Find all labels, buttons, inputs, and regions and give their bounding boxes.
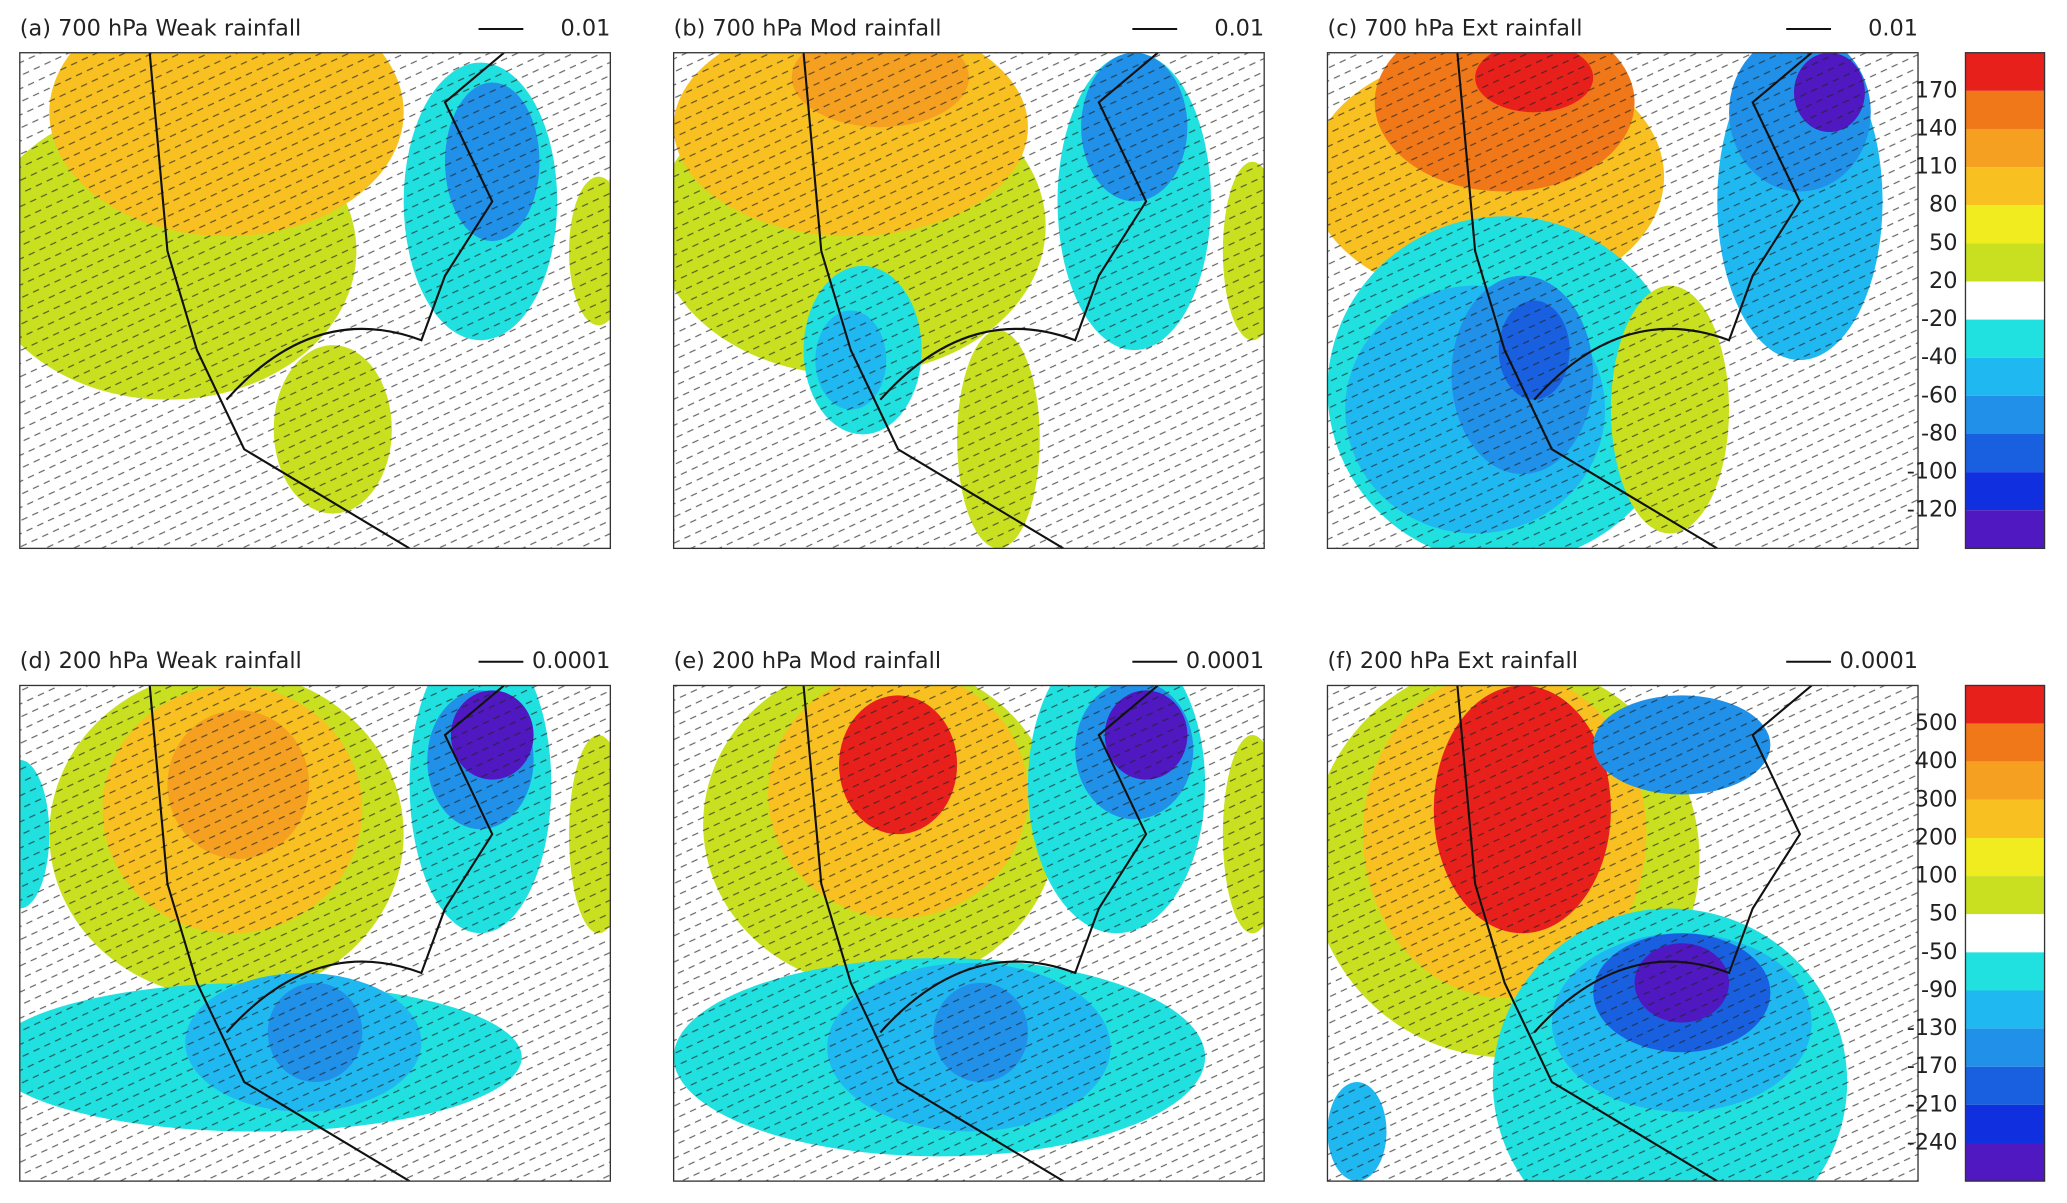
colorbar-swatch <box>1965 472 2045 511</box>
panel: (f) 200 hPa Ext rainfall 0.0001 <box>1326 648 1919 1182</box>
colorbar-label: -60 <box>1921 382 1958 408</box>
colorbar-label: -170 <box>1907 1053 1958 1079</box>
colorbar-label: 140 <box>1915 115 1958 141</box>
colorbar-swatch <box>1965 837 2045 877</box>
colorbar-label: -100 <box>1907 459 1958 485</box>
colorbar-label: 200 <box>1915 824 1958 850</box>
colorbar-swatch <box>1965 52 2045 91</box>
panel-border <box>1326 684 1919 1182</box>
colorbar-label: -120 <box>1907 497 1958 523</box>
colorbar-swatch <box>1965 990 2045 1029</box>
panel: (d) 200 hPa Weak rainfall 0.0001 <box>19 648 612 1182</box>
panel-title: (d) 200 hPa Weak rainfall <box>20 648 302 674</box>
coastline <box>1456 685 1813 1182</box>
colorbar-label: 500 <box>1915 710 1958 736</box>
colorbar-swatch <box>1965 1104 2045 1143</box>
map <box>19 52 611 549</box>
colorbar-label: -130 <box>1907 1015 1958 1041</box>
colorbar-swatch <box>1965 799 2045 838</box>
colorbar-swatch <box>1965 1066 2045 1105</box>
colorbar-swatch <box>1965 395 2045 434</box>
reference-vector-label: 0.0001 <box>532 648 610 674</box>
wind-vectors <box>1327 685 1919 1182</box>
panel: (c) 700 hPa Ext rainfall 0.01 <box>1326 16 1919 550</box>
colorbar-label: 170 <box>1915 77 1958 103</box>
colorbar-swatch <box>1965 357 2045 396</box>
panel-title: (e) 200 hPa Mod rainfall <box>674 648 941 674</box>
panel-title: (f) 200 hPa Ext rainfall <box>1327 648 1578 674</box>
map <box>673 685 1265 1182</box>
coastline <box>148 685 505 1182</box>
wind-vectors <box>19 685 611 1182</box>
colorbar-label: -240 <box>1907 1129 1958 1155</box>
wind-vectors <box>19 52 611 549</box>
colorbar-label: 50 <box>1929 901 1958 927</box>
colorbar: 170 140 110 80 50 20 -20 -40 -60 -80 -100 -120 <box>1907 52 2046 550</box>
colorbar-swatch <box>1965 761 2045 800</box>
panel-border <box>672 684 1265 1182</box>
panel-border <box>1326 52 1919 550</box>
colorbar-label: 110 <box>1915 154 1958 180</box>
colorbar-swatch <box>1965 167 2045 206</box>
map <box>673 52 1265 549</box>
map <box>19 685 611 1182</box>
colorbar-swatch <box>1965 281 2045 320</box>
colorbar-label: -40 <box>1921 344 1958 370</box>
colorbar-label: 50 <box>1929 230 1958 256</box>
colorbar-swatch <box>1965 433 2045 473</box>
colorbar-label: -20 <box>1921 306 1958 332</box>
colorbar-label: 400 <box>1915 748 1958 774</box>
coastline <box>802 685 1159 1182</box>
reference-vector-label: 0.01 <box>1868 16 1918 42</box>
panel-border <box>19 684 612 1182</box>
colorbar-swatch <box>1965 1142 2045 1182</box>
colorbar-label: -50 <box>1921 939 1958 965</box>
wind-vectors <box>673 52 1265 549</box>
panel-title: (b) 700 hPa Mod rainfall <box>674 16 942 42</box>
panel: (a) 700 hPa Weak rainfall 0.01 <box>19 16 612 550</box>
colorbar-swatch <box>1965 723 2045 762</box>
colorbar-label: 300 <box>1915 786 1958 812</box>
colorbar-swatch <box>1965 952 2045 991</box>
coastline <box>1456 52 1813 549</box>
wind-vectors <box>673 685 1265 1182</box>
reference-vector-label: 0.01 <box>1214 16 1264 42</box>
colorbar-swatch <box>1965 90 2045 129</box>
panel: (b) 700 hPa Mod rainfall 0.01 <box>672 16 1265 550</box>
map <box>1327 52 1919 549</box>
wind-vectors <box>1327 52 1919 549</box>
panel-border <box>672 52 1265 550</box>
colorbar-label: -210 <box>1907 1091 1958 1117</box>
map <box>1327 685 1919 1182</box>
colorbar-swatch <box>1965 685 2045 724</box>
colorbar-label: -90 <box>1921 977 1958 1003</box>
colorbar-label: -80 <box>1921 420 1958 446</box>
colorbar-swatch <box>1965 205 2045 244</box>
reference-vector-label: 0.0001 <box>1186 648 1264 674</box>
colorbar-swatch <box>1965 243 2045 282</box>
colorbar-swatch <box>1965 128 2045 168</box>
colorbar-swatch <box>1965 914 2045 953</box>
panel-title: (c) 700 hPa Ext rainfall <box>1327 16 1582 42</box>
colorbar-swatch <box>1965 876 2045 915</box>
colorbar-swatch <box>1965 319 2045 358</box>
colorbar-border <box>1964 684 2046 1182</box>
reference-vector-label: 0.01 <box>560 16 610 42</box>
colorbar-swatch <box>1965 510 2045 549</box>
colorbar-border <box>1964 52 2046 550</box>
colorbar: 500 400 300 200 100 50 -50 -90 -130 -170 -210 -240 <box>1907 684 2046 1182</box>
panel: (e) 200 hPa Mod rainfall 0.0001 <box>672 648 1265 1182</box>
colorbar-label: 100 <box>1915 863 1958 889</box>
reference-vector-label: 0.0001 <box>1840 648 1918 674</box>
coastline <box>802 52 1159 549</box>
coastline <box>148 52 505 549</box>
panel-border <box>19 52 612 550</box>
panel-title: (a) 700 hPa Weak rainfall <box>20 16 301 42</box>
colorbar-label: 20 <box>1929 268 1958 294</box>
colorbar-label: 80 <box>1929 192 1958 218</box>
colorbar-swatch <box>1965 1028 2045 1067</box>
